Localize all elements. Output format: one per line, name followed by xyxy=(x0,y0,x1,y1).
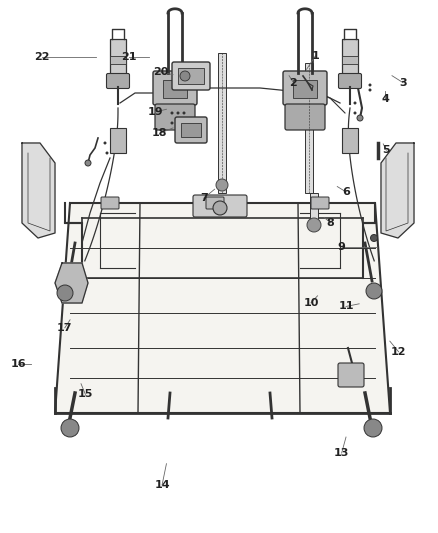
Circle shape xyxy=(170,111,173,115)
Circle shape xyxy=(106,151,109,155)
FancyBboxPatch shape xyxy=(106,74,130,88)
FancyBboxPatch shape xyxy=(153,71,197,105)
Text: 5: 5 xyxy=(382,146,390,155)
Text: 6: 6 xyxy=(342,187,350,197)
Bar xyxy=(310,193,318,228)
Circle shape xyxy=(57,285,73,301)
FancyBboxPatch shape xyxy=(311,197,329,209)
FancyBboxPatch shape xyxy=(283,71,327,105)
Text: 2: 2 xyxy=(290,78,297,87)
Polygon shape xyxy=(381,143,414,238)
Text: 13: 13 xyxy=(334,448,350,458)
Text: 19: 19 xyxy=(148,107,163,117)
Circle shape xyxy=(357,115,363,121)
Circle shape xyxy=(177,122,180,125)
Text: 11: 11 xyxy=(338,302,354,311)
Bar xyxy=(293,80,317,98)
FancyBboxPatch shape xyxy=(193,195,247,217)
FancyBboxPatch shape xyxy=(338,363,364,387)
Circle shape xyxy=(183,122,186,125)
Text: 9: 9 xyxy=(338,242,346,252)
Circle shape xyxy=(180,71,190,81)
Circle shape xyxy=(213,201,227,215)
Circle shape xyxy=(103,141,106,144)
FancyBboxPatch shape xyxy=(339,74,361,88)
Circle shape xyxy=(177,111,180,115)
Circle shape xyxy=(216,179,228,191)
Text: 22: 22 xyxy=(34,52,49,62)
Bar xyxy=(342,56,358,64)
Text: 20: 20 xyxy=(153,68,169,77)
Bar xyxy=(110,56,126,64)
Bar xyxy=(178,68,204,84)
Text: 8: 8 xyxy=(327,218,335,228)
Text: 16: 16 xyxy=(11,359,26,368)
FancyBboxPatch shape xyxy=(172,62,210,90)
Text: 18: 18 xyxy=(152,128,168,138)
Circle shape xyxy=(371,235,378,241)
Bar xyxy=(342,128,358,153)
Bar xyxy=(110,39,126,79)
Polygon shape xyxy=(55,203,390,413)
Text: 3: 3 xyxy=(399,78,407,87)
Circle shape xyxy=(364,419,382,437)
Text: 21: 21 xyxy=(121,52,137,62)
Text: 12: 12 xyxy=(391,347,406,357)
Text: 15: 15 xyxy=(78,390,93,399)
Text: 17: 17 xyxy=(57,323,73,333)
Circle shape xyxy=(368,88,371,92)
FancyBboxPatch shape xyxy=(101,197,119,209)
Circle shape xyxy=(366,283,382,299)
Bar xyxy=(163,80,187,98)
Bar xyxy=(218,53,226,193)
Polygon shape xyxy=(55,263,88,303)
Circle shape xyxy=(353,101,357,104)
Circle shape xyxy=(183,111,186,115)
Text: 10: 10 xyxy=(303,298,319,308)
Text: 1: 1 xyxy=(311,51,319,61)
Bar xyxy=(110,128,126,153)
Circle shape xyxy=(307,218,321,232)
Circle shape xyxy=(170,122,173,125)
Bar xyxy=(181,123,201,137)
Bar xyxy=(342,39,358,79)
Circle shape xyxy=(368,84,371,86)
FancyBboxPatch shape xyxy=(206,197,224,209)
Text: 4: 4 xyxy=(381,94,389,103)
Bar xyxy=(305,63,313,193)
Text: 14: 14 xyxy=(154,480,170,490)
Text: 7: 7 xyxy=(200,193,208,203)
FancyBboxPatch shape xyxy=(285,104,325,130)
FancyBboxPatch shape xyxy=(155,104,195,130)
Circle shape xyxy=(353,111,357,115)
Circle shape xyxy=(85,160,91,166)
FancyBboxPatch shape xyxy=(175,117,207,143)
Circle shape xyxy=(61,419,79,437)
Polygon shape xyxy=(22,143,55,238)
